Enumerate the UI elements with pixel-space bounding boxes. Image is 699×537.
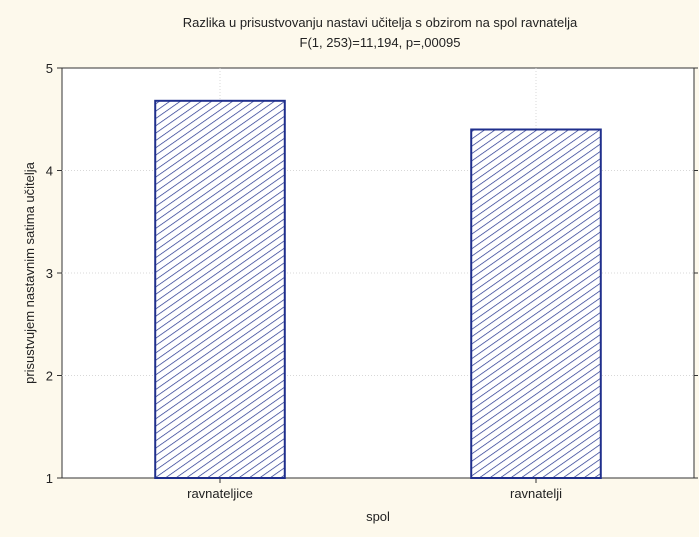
y-tick-label: 5 bbox=[46, 61, 53, 76]
bar bbox=[470, 128, 602, 479]
y-axis-label: prisustvujem nastavnim satima učitelja bbox=[22, 161, 37, 384]
x-axis-label: spol bbox=[366, 509, 390, 524]
x-tick-label: ravnatelji bbox=[510, 486, 562, 501]
x-axis: ravnateljice ravnatelji bbox=[187, 478, 562, 501]
y-tick-label: 1 bbox=[46, 471, 53, 486]
bars bbox=[154, 99, 602, 480]
y-tick-label: 2 bbox=[46, 369, 53, 384]
y-axis: 1 2 3 4 5 bbox=[46, 61, 698, 486]
bar bbox=[154, 99, 286, 480]
y-tick-label: 3 bbox=[46, 266, 53, 281]
x-tick-label: ravnateljice bbox=[187, 486, 253, 501]
chart-subtitle: F(1, 253)=11,194, p=,00095 bbox=[300, 35, 461, 50]
chart-title: Razlika u prisustvovanju nastavi učitelj… bbox=[183, 15, 578, 30]
y-tick-label: 4 bbox=[46, 164, 53, 179]
